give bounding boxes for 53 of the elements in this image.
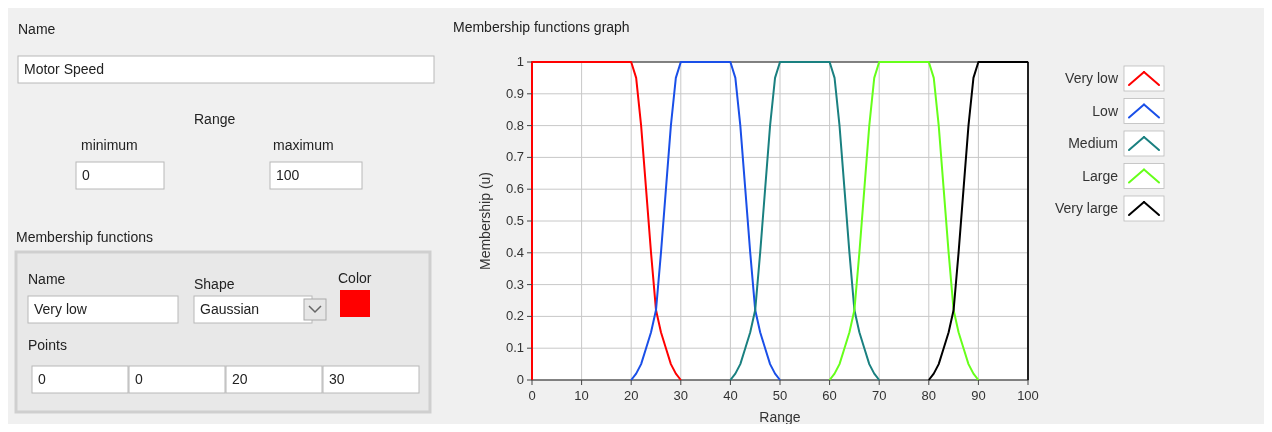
legend-label: Low — [1092, 102, 1119, 119]
x-tick-label: 50 — [772, 388, 788, 403]
text: Points — [28, 337, 67, 353]
x-tick-label: 90 — [971, 388, 986, 403]
text: Membership functions — [16, 229, 153, 245]
y-tick-label: 0.7 — [505, 149, 524, 165]
text: Name — [28, 271, 66, 287]
x-tick-label: 40 — [723, 388, 738, 403]
y-tick-label: 0.3 — [505, 276, 524, 292]
y-tick-label: 0.4 — [505, 244, 524, 260]
chart-title: Membership functions graph — [453, 19, 630, 35]
text: 30 — [329, 371, 345, 387]
text: Motor Speed — [24, 61, 105, 77]
x-tick-label: 80 — [921, 388, 937, 403]
text: Name — [18, 21, 56, 37]
line-series — [828, 61, 980, 381]
text: 0 — [82, 167, 90, 183]
x-tick-label: 30 — [673, 388, 689, 403]
y-tick-label: 1 — [516, 54, 524, 69]
text: 0 — [135, 371, 143, 387]
x-tick-label: 0 — [528, 388, 536, 403]
text: Shape — [194, 276, 235, 292]
text: Very low — [34, 301, 88, 317]
text: 0 — [38, 371, 46, 387]
text: minimum — [81, 137, 138, 153]
line-series — [630, 61, 781, 381]
x-axis-title: Range — [759, 409, 801, 425]
x-tick-label: 70 — [871, 388, 887, 403]
x-tick-label: 100 — [1017, 388, 1039, 403]
text: Gaussian — [200, 301, 260, 317]
line-series — [531, 61, 682, 381]
x-tick-label: 10 — [574, 388, 589, 403]
y-tick-label: 0.5 — [505, 213, 524, 228]
y-tick-label: 0 — [516, 372, 524, 387]
text: maximum — [273, 137, 334, 153]
y-axis-title: Membership (u) — [477, 171, 493, 271]
legend-label: Very large — [1054, 200, 1119, 216]
text: Range — [194, 111, 236, 127]
text: Color — [338, 270, 372, 286]
line-series — [729, 61, 881, 381]
legend-label: Large — [1082, 167, 1119, 184]
x-tick-label: 20 — [623, 388, 639, 403]
y-tick-label: 0.8 — [505, 117, 524, 133]
x-tick-label: 60 — [822, 388, 837, 403]
y-tick-label: 0.9 — [505, 85, 524, 101]
text: 20 — [232, 371, 248, 387]
line-series — [927, 61, 1029, 381]
y-tick-label: 0.6 — [505, 181, 524, 197]
y-tick-label: 0.2 — [505, 308, 524, 324]
y-tick-label: 0.1 — [505, 340, 524, 356]
text: 100 — [276, 167, 300, 183]
legend-label: Medium — [1068, 135, 1118, 151]
legend-label: Very low — [1065, 70, 1119, 86]
